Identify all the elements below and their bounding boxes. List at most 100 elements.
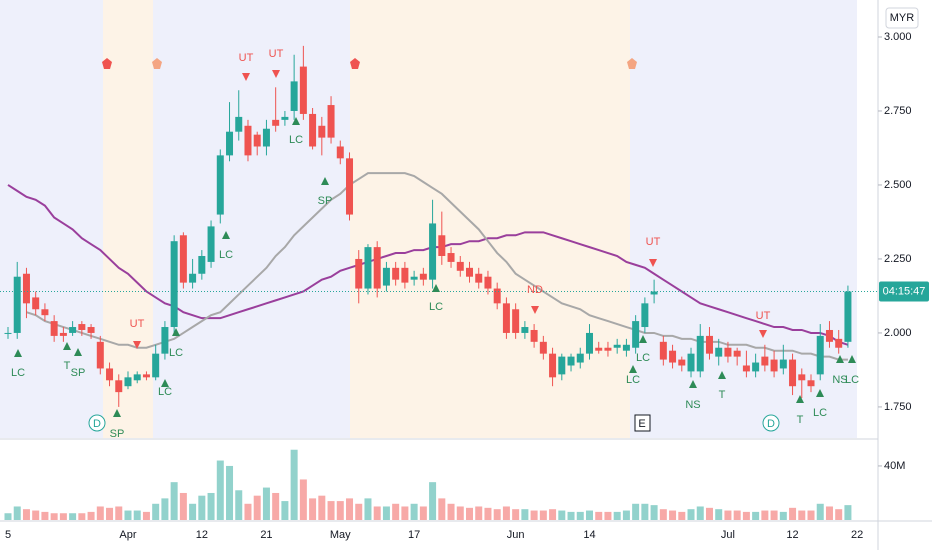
signal-arrow — [531, 306, 539, 314]
candle-body — [106, 368, 114, 381]
signal-label: ND — [527, 284, 543, 296]
volume-bar — [189, 503, 197, 520]
volume-bar — [622, 510, 630, 520]
candle-body — [142, 374, 150, 378]
signal-label: LC — [845, 374, 859, 386]
candle-body — [613, 344, 621, 348]
signal-arrow — [133, 341, 141, 349]
candle-body — [355, 258, 363, 289]
volume-bar — [50, 513, 58, 520]
signal-arrow — [629, 365, 637, 373]
volume-bar — [78, 513, 86, 520]
event-badge[interactable] — [762, 414, 780, 432]
volume-bar — [595, 511, 603, 520]
volume-bar — [364, 498, 372, 520]
volume-bar — [632, 503, 640, 520]
volume-bar — [142, 511, 150, 520]
event-label: E — [638, 418, 645, 430]
volume-bar — [650, 505, 658, 520]
signal-label: UT — [646, 236, 661, 248]
signal-label: NS — [832, 374, 847, 386]
volume-bar — [152, 503, 160, 520]
candle-body — [493, 288, 501, 304]
y-tick-label: 2.750 — [884, 105, 912, 117]
y-tick-label: 2.250 — [884, 253, 912, 265]
volume-bar — [466, 507, 473, 520]
event-badge[interactable] — [88, 414, 106, 432]
volume-bar — [281, 501, 289, 520]
currency-box[interactable] — [885, 7, 919, 29]
volume-bar — [355, 503, 363, 520]
signal-marker — [152, 58, 162, 69]
x-tick-label: May — [330, 529, 351, 541]
event-badge[interactable] — [634, 414, 651, 432]
candle-body — [346, 158, 354, 215]
volume-bar — [715, 509, 723, 520]
volume-bar — [512, 509, 520, 520]
signal-label: T — [64, 360, 71, 372]
volume-bar — [336, 501, 344, 520]
y-tick-label: 3.000 — [884, 31, 912, 43]
candle-body — [189, 273, 197, 283]
volume-bar — [429, 482, 437, 520]
candle-body — [115, 380, 123, 393]
candle-body — [290, 81, 298, 111]
volume-bar — [761, 510, 769, 520]
candle-body — [318, 125, 326, 138]
candle-body — [650, 291, 658, 295]
volume-bar — [170, 482, 178, 520]
candle-body — [401, 267, 409, 283]
volume-bar — [226, 465, 234, 520]
volume-bar — [549, 509, 557, 520]
volume-bar — [779, 511, 787, 520]
candle-body — [835, 338, 843, 348]
volume-bar — [41, 511, 49, 520]
x-tick-label: Apr — [119, 529, 136, 541]
candle-body — [32, 297, 40, 310]
volume-bar — [576, 511, 584, 520]
volume-bar — [502, 506, 510, 520]
candle-body — [50, 321, 58, 336]
volume-bar — [124, 510, 132, 520]
event-label: D — [93, 418, 101, 430]
candle-body — [816, 335, 824, 375]
signal-arrow — [321, 177, 329, 185]
signal-arrow — [161, 379, 169, 387]
volume-bar — [567, 511, 575, 520]
candle-body — [78, 324, 86, 330]
candle-body — [742, 365, 750, 372]
candle-body — [770, 359, 778, 372]
session-band — [103, 0, 153, 438]
moving-average — [7, 184, 849, 346]
signal-marker — [627, 58, 637, 69]
x-tick-label: 5 — [5, 529, 11, 541]
volume-bar — [106, 507, 114, 520]
signal-arrow — [796, 395, 804, 403]
volume-bar — [816, 503, 824, 520]
volume-bar — [299, 479, 307, 520]
volume-bar — [290, 449, 298, 520]
volume-bar — [401, 506, 409, 520]
signal-label: UT — [756, 310, 771, 322]
x-tick-label: 17 — [408, 529, 420, 541]
candle-body — [207, 226, 215, 262]
volume-bar — [69, 513, 77, 520]
volume-bar — [161, 498, 169, 520]
signal-label: T — [719, 389, 726, 401]
candle-body — [466, 267, 473, 277]
candle-body — [761, 356, 769, 366]
volume-bar — [346, 498, 354, 520]
volume-bar — [438, 498, 446, 520]
candle-body — [235, 116, 243, 132]
volume-bar — [272, 492, 280, 520]
volume-bar — [32, 510, 40, 520]
volume-bar — [179, 492, 187, 520]
candle-body — [539, 341, 547, 354]
x-tick-label: 22 — [851, 529, 863, 541]
candle-body — [659, 341, 667, 360]
x-tick-label: 12 — [196, 529, 208, 541]
volume-bar — [641, 503, 649, 520]
candle-body — [429, 223, 437, 280]
volume-bar — [825, 506, 833, 520]
candle-body — [558, 356, 566, 375]
